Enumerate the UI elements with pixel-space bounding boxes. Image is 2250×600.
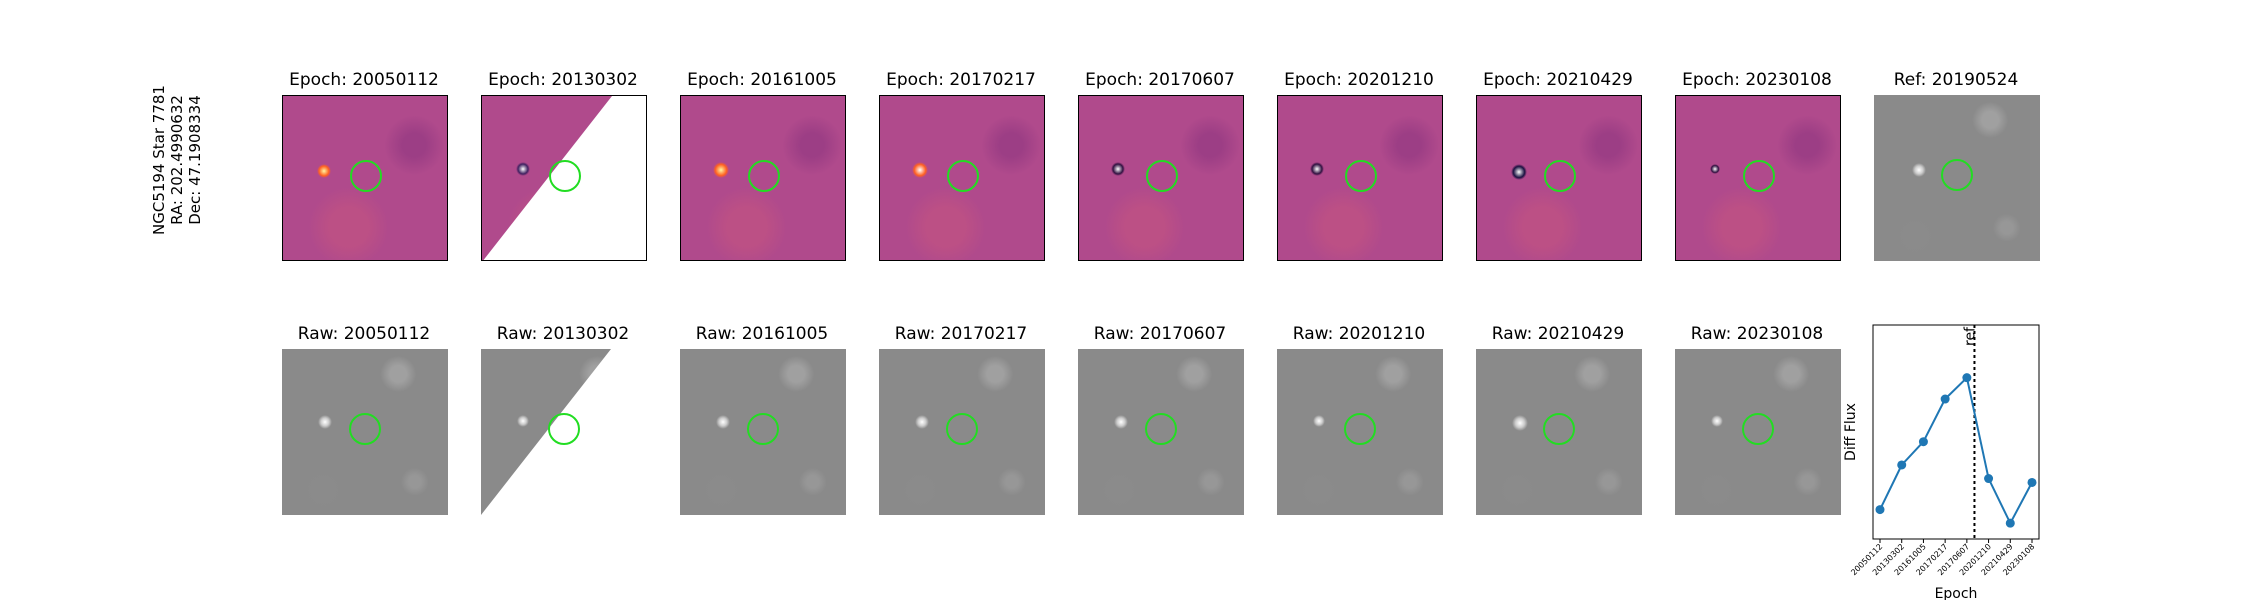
series-line <box>1879 375 2033 526</box>
raw-image-8 <box>1675 349 1841 515</box>
diff-image-4 <box>879 95 1045 261</box>
diff-image-1 <box>282 95 448 261</box>
x-axis-label: Epoch <box>1935 586 1978 600</box>
raw-image-5 <box>1078 349 1244 515</box>
diff-title-8: Epoch: 20230108 <box>1682 70 1832 90</box>
target-dec: Dec: 47.1908334 <box>186 95 204 225</box>
raw-image-1 <box>282 349 448 515</box>
plot-frame <box>1872 324 2040 540</box>
target-ra: RA: 202.4990632 <box>168 95 186 225</box>
diff-title-7: Epoch: 20210429 <box>1483 70 1633 90</box>
diff-image-2 <box>481 95 647 261</box>
raw-image-2 <box>481 349 647 515</box>
diff-image-3 <box>680 95 846 261</box>
data-point <box>1897 460 1907 470</box>
data-point <box>2027 477 2037 487</box>
target-name: NGC5194 Star 7781 <box>150 85 168 235</box>
raw-title-6: Raw: 20201210 <box>1292 324 1426 344</box>
data-point <box>1918 437 1928 447</box>
raw-title-4: Raw: 20170217 <box>894 324 1028 344</box>
data-point <box>1875 505 1885 515</box>
raw-title-2: Raw: 20130302 <box>496 324 630 344</box>
raw-title-8: Raw: 20230108 <box>1690 324 1824 344</box>
raw-title-3: Raw: 20161005 <box>695 324 829 344</box>
raw-title-1: Raw: 20050112 <box>297 324 431 344</box>
data-point <box>1962 373 1972 383</box>
data-point <box>1940 394 1950 404</box>
raw-image-3 <box>680 349 846 515</box>
raw-title-7: Raw: 20210429 <box>1491 324 1625 344</box>
raw-image-4 <box>879 349 1045 515</box>
light-curve-chart: ref 200501122013030220161005201702172017… <box>1843 324 2040 600</box>
ref-title: Ref: 20190524 <box>1893 70 2019 90</box>
diff-title-1: Epoch: 20050112 <box>289 70 439 90</box>
ref-label: ref <box>1962 326 1978 346</box>
y-axis-label: Diff Flux <box>1843 403 1859 461</box>
diff-title-6: Epoch: 20201210 <box>1284 70 1434 90</box>
diff-title-2: Epoch: 20130302 <box>488 70 638 90</box>
data-point <box>1984 474 1994 484</box>
diff-image-6 <box>1277 95 1443 261</box>
raw-title-5: Raw: 20170607 <box>1093 324 1227 344</box>
diff-title-3: Epoch: 20161005 <box>687 70 837 90</box>
raw-image-6 <box>1277 349 1443 515</box>
ref-image <box>1874 95 2040 261</box>
raw-image-7 <box>1476 349 1642 515</box>
diff-image-8 <box>1675 95 1841 261</box>
data-point <box>2005 518 2015 528</box>
diff-title-4: Epoch: 20170217 <box>886 70 1036 90</box>
diff-image-5 <box>1078 95 1244 261</box>
diff-image-7 <box>1476 95 1642 261</box>
diff-title-5: Epoch: 20170607 <box>1085 70 1235 90</box>
